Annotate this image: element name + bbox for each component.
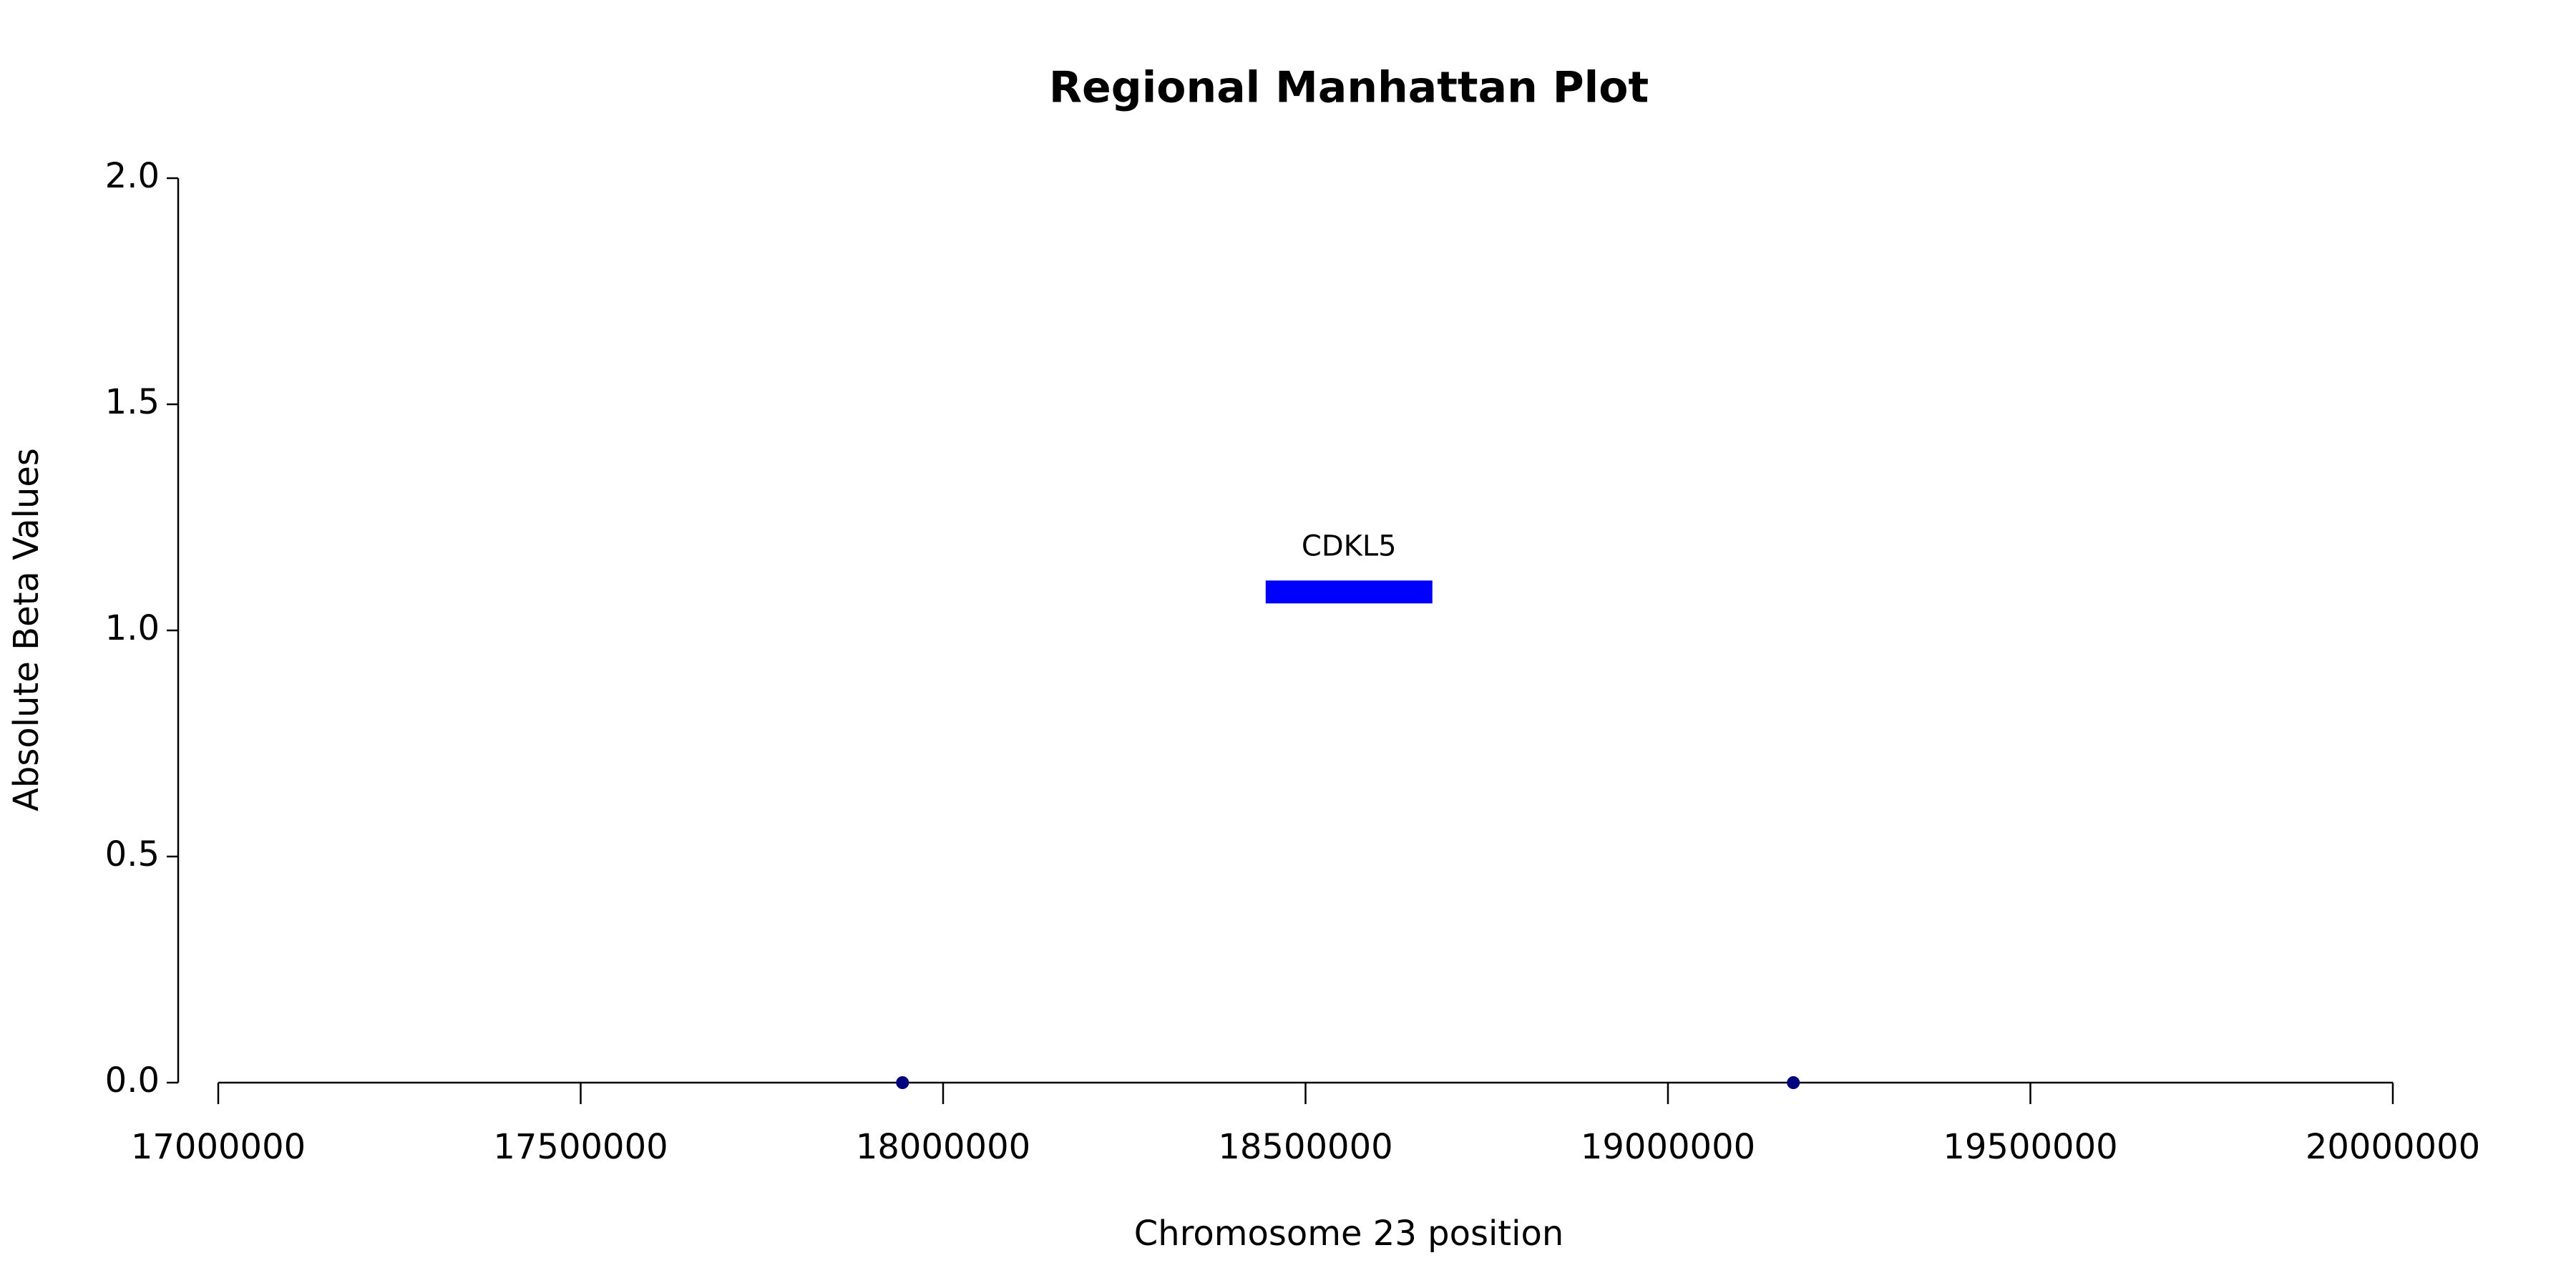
y-tick-label: 0.5: [105, 834, 160, 874]
x-tick-label: 18500000: [1218, 1127, 1392, 1167]
x-tick-label: 20000000: [2306, 1127, 2480, 1167]
chart-title: Regional Manhattan Plot: [1049, 63, 1649, 113]
y-tick-label: 0.0: [105, 1060, 160, 1101]
gene-bar: [1265, 580, 1433, 604]
gene-label: CDKL5: [1302, 530, 1397, 562]
x-tick-label: 19500000: [1943, 1127, 2117, 1167]
y-tick-label: 1.5: [105, 382, 160, 422]
point: [1787, 1076, 1800, 1089]
y-tick-label: 2.0: [105, 156, 160, 196]
x-tick-label: 17500000: [493, 1127, 668, 1167]
x-tick-label: 19000000: [1581, 1127, 1755, 1167]
y-axis-label: Absolute Beta Values: [6, 448, 47, 811]
x-axis-label: Chromosome 23 position: [1134, 1214, 1564, 1254]
x-tick-label: 17000000: [131, 1127, 306, 1167]
point: [896, 1076, 909, 1089]
x-tick-label: 18000000: [856, 1127, 1030, 1167]
y-tick-label: 1.0: [105, 608, 160, 648]
